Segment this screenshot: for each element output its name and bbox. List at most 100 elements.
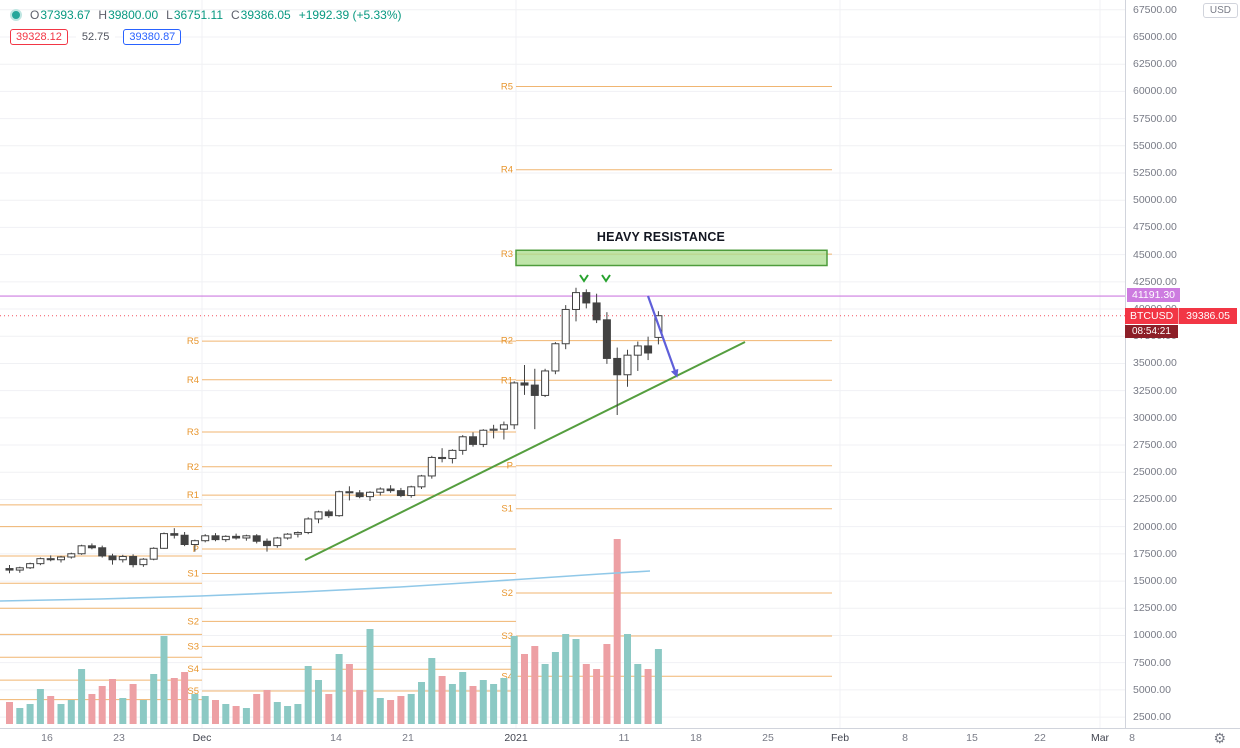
indicator-value-chip[interactable]: 39380.87 xyxy=(123,29,182,45)
chart-canvas[interactable]: R5 R4 R3 R2 R1 P S1 S2 S3 S4 S5 R5 R4 R3 R2 R1 P S1 S2 S3 S4 xyxy=(0,0,1125,728)
pivot-label: S4 xyxy=(501,671,513,682)
volume-bar xyxy=(181,672,189,724)
projection-arrow-head xyxy=(670,368,679,378)
price-tick-label: 7500.00 xyxy=(1133,656,1171,669)
candle-body xyxy=(386,488,395,492)
indicator-value-chip[interactable]: 52.75 xyxy=(75,29,116,45)
candle-body xyxy=(108,555,117,561)
last-price-chip: BTCUSD 39386.05 xyxy=(1125,307,1237,324)
time-tick-label: 11 xyxy=(618,732,630,744)
ohlc-legend[interactable]: O 37393.67 H 39800.00 L 36751.11 C 39386.05 … xyxy=(10,8,401,22)
candle-body xyxy=(541,370,550,396)
volume-bar xyxy=(304,666,312,724)
price-tick-label: 52500.00 xyxy=(1133,167,1177,179)
volume-bar xyxy=(624,634,631,724)
trendline[interactable] xyxy=(304,341,746,561)
pivot-label: S3 xyxy=(501,631,513,642)
indicator-value-chip[interactable]: 39328.12 xyxy=(10,29,68,45)
pivot-label: S4 xyxy=(187,664,199,675)
candle-body xyxy=(273,537,282,547)
time-tick-label: 15 xyxy=(966,732,978,744)
pivot-label: S1 xyxy=(187,568,199,579)
price-tick-label: 20000.00 xyxy=(1133,520,1177,533)
volume-bar xyxy=(294,704,302,724)
currency-toggle-button[interactable]: USD xyxy=(1202,3,1238,18)
candle-body xyxy=(77,545,86,555)
close-label: C xyxy=(231,8,240,22)
price-axis[interactable]: USD 41191.30 BTCUSD 39386.05 08:54:21 67… xyxy=(1125,0,1240,728)
pivot-label: S2 xyxy=(501,588,513,599)
volume-bar xyxy=(562,634,570,724)
volume-bar xyxy=(572,639,580,724)
candle-body xyxy=(314,511,323,520)
volume-bar xyxy=(428,658,436,724)
volume-bar xyxy=(613,539,621,724)
volume-bar xyxy=(119,698,127,724)
pivot-label: P xyxy=(193,544,199,555)
candle-body xyxy=(345,491,354,494)
pivot-label: R3 xyxy=(187,427,199,438)
time-axis[interactable]: ⚙ 16 23 Dec 14 21 2021 11 18 25 Feb 8 15 22 Mar 8 xyxy=(0,728,1240,748)
candle-body xyxy=(396,490,405,497)
time-tick-label: 25 xyxy=(762,732,774,744)
volume-bar xyxy=(212,700,219,724)
time-tick-label: Mar xyxy=(1090,732,1110,744)
volume-bar xyxy=(634,664,642,724)
volume-bar xyxy=(500,678,508,724)
candle-body xyxy=(335,491,344,517)
volume-bar xyxy=(67,700,75,724)
candle-countdown: 08:54:21 xyxy=(1125,324,1178,338)
volume-bar xyxy=(201,696,209,724)
volume-bar xyxy=(366,629,374,724)
candle-body xyxy=(26,563,35,569)
settings-gear-icon[interactable]: ⚙ xyxy=(1213,730,1226,746)
price-tick-label: 65000.00 xyxy=(1133,30,1177,43)
projection-arrow[interactable] xyxy=(646,295,678,375)
candle-body xyxy=(592,302,601,321)
chart-pane[interactable]: R5 R4 R3 R2 R1 P S1 S2 S3 S4 S5 R5 R4 R3 R2 R1 P S1 S2 S3 S4… xyxy=(0,0,1125,728)
open-label: O xyxy=(30,8,40,22)
indicator-values-row: 39328.12 52.75 39380.87 xyxy=(10,29,182,45)
volume-bar xyxy=(407,694,415,724)
pivot-label: S2 xyxy=(187,616,199,627)
volume-bar xyxy=(479,680,487,724)
volume-bar xyxy=(438,676,446,724)
volume-bar xyxy=(191,694,199,724)
candle-body xyxy=(5,568,14,571)
volume-bar xyxy=(541,664,549,724)
volume-bar xyxy=(150,674,158,724)
candle-body xyxy=(57,556,65,561)
candle-body xyxy=(283,533,292,539)
volume-bar xyxy=(139,700,147,724)
last-price-value: 39386.05 xyxy=(1179,307,1237,324)
volume-bar xyxy=(325,694,333,724)
candle-body xyxy=(221,535,230,541)
candle-body xyxy=(180,534,189,546)
candle-body xyxy=(561,308,570,345)
time-tick-label: Feb xyxy=(830,732,850,744)
time-tick-label: 21 xyxy=(402,732,414,744)
series-marker-icon[interactable] xyxy=(10,9,22,21)
volume-bar xyxy=(6,702,13,724)
open-value: 37393.67 xyxy=(40,8,91,22)
volume-bar xyxy=(222,704,230,724)
volume-bar xyxy=(387,700,395,724)
volume-bar xyxy=(551,652,559,724)
pivot-label: S3 xyxy=(187,641,199,652)
down-arrow-marker xyxy=(601,274,611,283)
price-tick-label: 62500.00 xyxy=(1133,58,1177,71)
down-arrow-marker xyxy=(579,274,589,283)
volume-bar xyxy=(273,702,281,724)
volume-bar xyxy=(418,682,425,724)
low-label: L xyxy=(166,8,173,22)
candle-body xyxy=(427,456,436,477)
volume-bar xyxy=(603,644,611,724)
candle-body xyxy=(623,354,632,376)
pivot-label: R5 xyxy=(187,336,199,347)
time-tick-label: 23 xyxy=(113,732,125,744)
volume-bar xyxy=(315,680,322,724)
resistance-zone-box[interactable] xyxy=(515,249,828,267)
time-tick-label: 14 xyxy=(330,732,342,744)
low-value: 36751.11 xyxy=(173,8,223,22)
candle-body xyxy=(644,345,653,354)
